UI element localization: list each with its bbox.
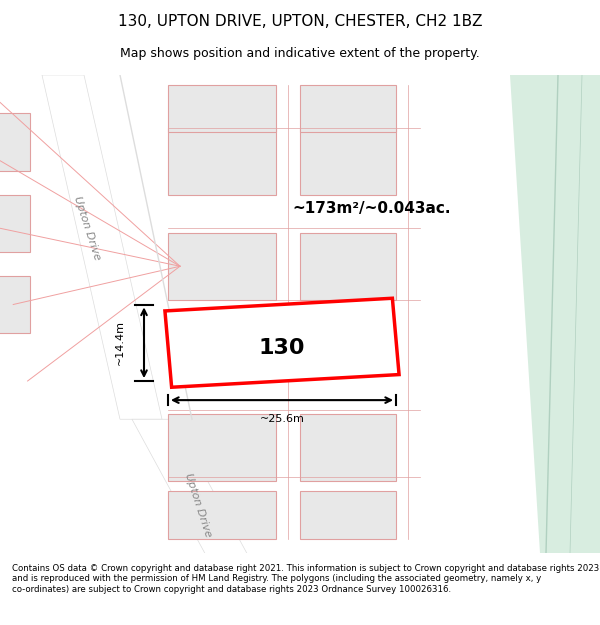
Text: 130, UPTON DRIVE, UPTON, CHESTER, CH2 1BZ: 130, UPTON DRIVE, UPTON, CHESTER, CH2 1B… xyxy=(118,14,482,29)
Bar xyxy=(168,232,276,300)
Polygon shape xyxy=(165,298,399,388)
Text: 130: 130 xyxy=(259,338,305,357)
Bar xyxy=(0,194,30,252)
Bar xyxy=(168,414,276,481)
Bar xyxy=(0,113,30,171)
Bar xyxy=(300,232,396,300)
Text: Map shows position and indicative extent of the property.: Map shows position and indicative extent… xyxy=(120,48,480,61)
Text: ~14.4m: ~14.4m xyxy=(115,320,125,365)
Text: Upton Drive: Upton Drive xyxy=(183,472,213,539)
Bar xyxy=(168,84,276,132)
Text: Contains OS data © Crown copyright and database right 2021. This information is : Contains OS data © Crown copyright and d… xyxy=(12,564,599,594)
Text: ~173m²/~0.043ac.: ~173m²/~0.043ac. xyxy=(293,201,451,216)
Bar xyxy=(300,127,396,194)
Text: ~25.6m: ~25.6m xyxy=(260,414,304,424)
Bar xyxy=(168,491,276,539)
Polygon shape xyxy=(42,75,162,419)
Bar xyxy=(0,276,30,333)
Bar xyxy=(168,127,276,194)
Bar xyxy=(300,84,396,132)
Bar xyxy=(300,414,396,481)
Polygon shape xyxy=(132,419,252,562)
Text: Upton Drive: Upton Drive xyxy=(72,195,102,261)
Polygon shape xyxy=(510,75,600,553)
Bar xyxy=(300,491,396,539)
